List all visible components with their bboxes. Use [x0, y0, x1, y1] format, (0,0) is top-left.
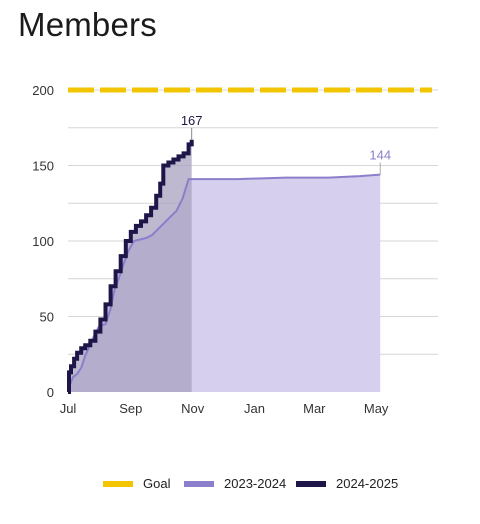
legend-label-2024-2025: 2024-2025	[336, 476, 399, 491]
series-2024-2025-line	[67, 139, 194, 394]
x-tick-label: Mar	[303, 401, 326, 416]
legend-label-goal: Goal	[143, 476, 171, 491]
y-tick-label: 100	[32, 234, 54, 249]
x-tick-label: Sep	[119, 401, 142, 416]
members-chart: 0 50 100 150 200 Jul Sep Nov Jan Mar May 167 144	[32, 83, 438, 416]
legend-label-2023-2024: 2023-2024	[224, 476, 287, 491]
y-tick-label: 50	[40, 310, 54, 325]
y-tick-label: 0	[47, 385, 54, 400]
end-labels: 167 144	[181, 113, 391, 175]
goal-swatch	[103, 480, 133, 487]
chart-legend: Goal 2023-2024 2024-2025	[0, 476, 480, 498]
legend-item-2024-2025[interactable]: 2024-2025	[296, 476, 398, 491]
axis-labels: 0 50 100 150 200 Jul Sep Nov Jan Mar May	[32, 83, 389, 416]
x-tick-label: Nov	[181, 401, 205, 416]
series-2024-2025-area	[68, 139, 192, 392]
y-tick-label: 150	[32, 159, 54, 174]
legend-item-goal[interactable]: Goal	[103, 476, 170, 491]
x-tick-label: Jul	[60, 401, 77, 416]
y-tick-label: 200	[32, 83, 54, 98]
end-label-2024-2025: 167	[181, 113, 203, 128]
series-2024-2025-fill	[68, 139, 192, 392]
series-2024-2025-swatch	[296, 480, 326, 487]
series-2023-2024-swatch	[184, 480, 214, 487]
legend-item-2023-2024[interactable]: 2023-2024	[184, 476, 286, 491]
series-2023-2024-line	[67, 173, 381, 393]
x-tick-label: Jan	[244, 401, 265, 416]
page-title: Members	[18, 6, 157, 43]
series-2023-2024-path	[67, 173, 381, 393]
series-2024-2025-path	[67, 139, 194, 394]
end-label-2023-2024: 144	[369, 148, 391, 163]
x-tick-label: May	[364, 401, 389, 416]
